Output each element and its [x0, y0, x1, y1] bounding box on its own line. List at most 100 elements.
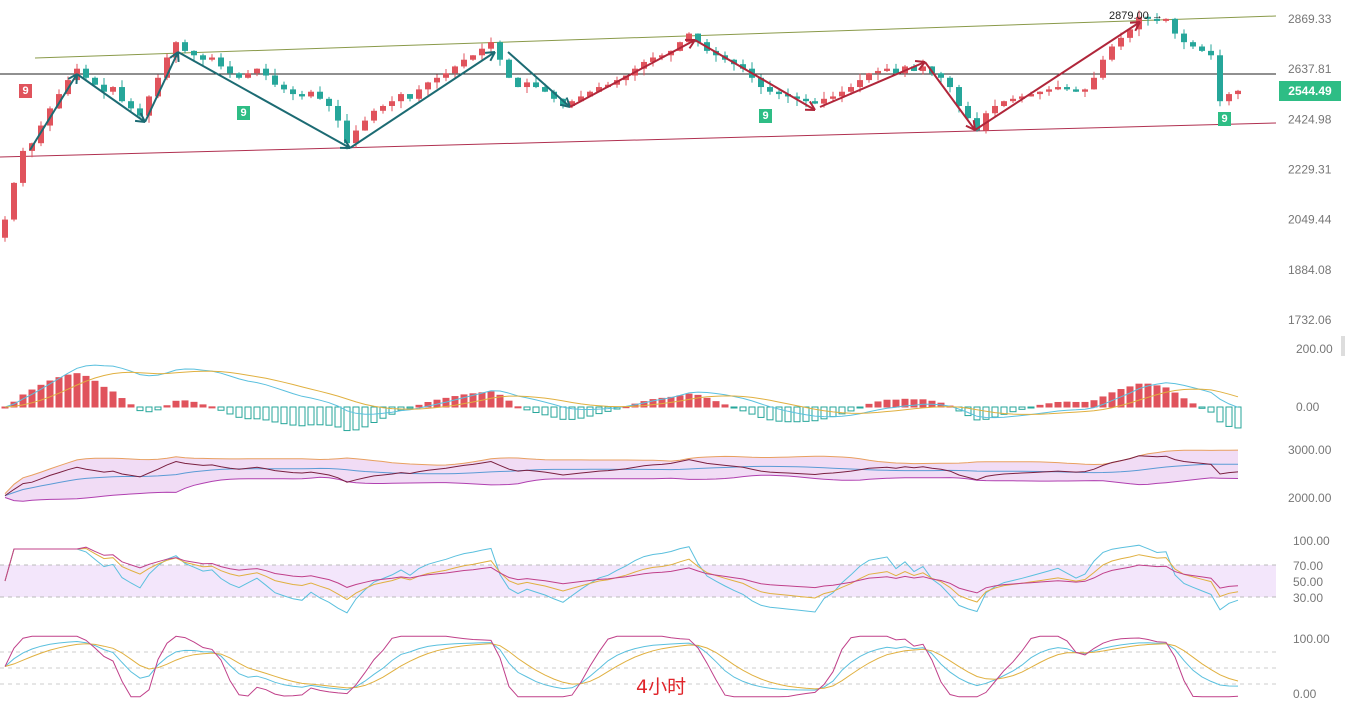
candle-body: [1190, 42, 1196, 47]
candle-body: [524, 82, 530, 88]
macd-histogram-bar: [217, 406, 225, 411]
macd-histogram-bar: [793, 406, 801, 423]
candle-body: [929, 66, 935, 74]
macd-histogram-bar: [1216, 406, 1224, 423]
candle-body: [209, 57, 215, 60]
candle-body: [236, 73, 242, 78]
candle-body: [110, 87, 116, 92]
trend-arrow: [29, 73, 78, 151]
macd-histogram-bar: [181, 400, 189, 408]
candle-body: [407, 94, 413, 99]
macd-histogram-bar: [226, 406, 234, 415]
candle-body: [452, 66, 458, 74]
candle-body: [146, 96, 152, 116]
candle-body: [326, 98, 332, 106]
macd-histogram-bar: [73, 373, 81, 408]
macd-histogram-bar: [307, 406, 315, 426]
macd-histogram-bar: [775, 406, 783, 422]
candle-body: [164, 57, 170, 78]
macd-histogram-bar: [838, 406, 846, 415]
macd-histogram-bar: [109, 391, 117, 408]
candle-body: [1091, 77, 1097, 90]
kdj-k-line: [4, 640, 1239, 691]
macd-histogram-bar: [1081, 401, 1089, 408]
macd-axis-label: 0.00: [1296, 400, 1320, 414]
macd-histogram-bar: [424, 402, 432, 408]
candle-body: [461, 59, 467, 67]
candle-body: [470, 55, 476, 60]
candle-body: [425, 82, 431, 90]
price-axis-label: 2229.31: [1288, 163, 1332, 177]
macd-histogram-bar: [1063, 401, 1071, 408]
macd-histogram-bar: [586, 406, 594, 417]
candle-body: [776, 91, 782, 95]
macd-histogram-bar: [1099, 396, 1107, 408]
macd-histogram-bar: [748, 406, 756, 415]
arrow-head: [914, 60, 926, 63]
macd-histogram-bar: [685, 393, 693, 408]
candle-body: [1073, 89, 1079, 92]
arrow-head: [169, 51, 179, 59]
td-nine-marker: 9: [237, 106, 250, 120]
macd-histogram-bar: [739, 406, 747, 412]
arrow-head: [139, 112, 146, 123]
candle-body: [542, 87, 548, 92]
macd-histogram-bar: [1054, 401, 1062, 408]
price-axis-label: 2049.44: [1288, 213, 1332, 227]
candle-body: [857, 80, 863, 88]
macd-histogram-bar: [523, 406, 531, 411]
macd-histogram-bar: [1000, 406, 1008, 415]
kdj-d-line: [4, 643, 1239, 690]
candle-body: [119, 87, 125, 102]
price-axis-label: 2637.81: [1288, 62, 1332, 76]
candle-body: [137, 108, 143, 116]
candle-body: [227, 66, 233, 74]
macd-histogram-bar: [118, 398, 126, 408]
band-axis-label: 2000.00: [1288, 491, 1332, 505]
macd-histogram-bar: [343, 406, 351, 432]
candle-body: [263, 68, 269, 76]
macd-histogram-bar: [46, 380, 54, 408]
price-axis-label: 1732.06: [1288, 313, 1332, 327]
candle-body: [101, 84, 107, 92]
macd-histogram-bar: [1072, 401, 1080, 408]
candle-body: [677, 42, 683, 51]
candle-body: [1001, 101, 1007, 106]
kdj-j-line: [4, 635, 1239, 698]
candle-body: [965, 105, 971, 119]
candle-body: [488, 42, 494, 49]
macd-histogram-bar: [253, 406, 261, 420]
candle-body: [1235, 90, 1241, 95]
trend-arrow: [694, 39, 816, 111]
macd-histogram-bar: [919, 399, 927, 408]
trend-arrow: [144, 51, 179, 123]
macd-histogram-bar: [505, 400, 513, 408]
macd-histogram-bar: [298, 406, 306, 427]
candle-body: [1019, 96, 1025, 99]
scrollbar[interactable]: [1341, 336, 1345, 356]
candle-body: [20, 150, 26, 183]
candle-body: [353, 130, 359, 144]
macd-histogram-bar: [1108, 392, 1116, 408]
macd-histogram-bar: [973, 406, 981, 421]
candle-body: [1082, 89, 1088, 92]
candle-body: [956, 87, 962, 106]
macd-histogram-bar: [289, 406, 297, 426]
candle-body: [803, 98, 809, 102]
trend-arrow: [507, 51, 571, 108]
macd-histogram-bar: [847, 406, 855, 412]
macd-histogram-bar: [712, 401, 720, 408]
candle-body: [1181, 33, 1187, 43]
macd-histogram-bar: [694, 394, 702, 408]
band-upper-line: [4, 449, 1239, 495]
candle-body: [254, 68, 260, 74]
channel-top-line: [34, 15, 1277, 59]
macd-histogram-bar: [649, 399, 657, 408]
candle-body: [551, 91, 557, 99]
macd-histogram-bar: [550, 406, 558, 418]
macd-histogram-bar: [559, 406, 567, 420]
timeframe-label: 4小时: [636, 676, 687, 698]
macd-histogram-bar: [1189, 403, 1197, 408]
trend-arrow: [974, 21, 1141, 131]
